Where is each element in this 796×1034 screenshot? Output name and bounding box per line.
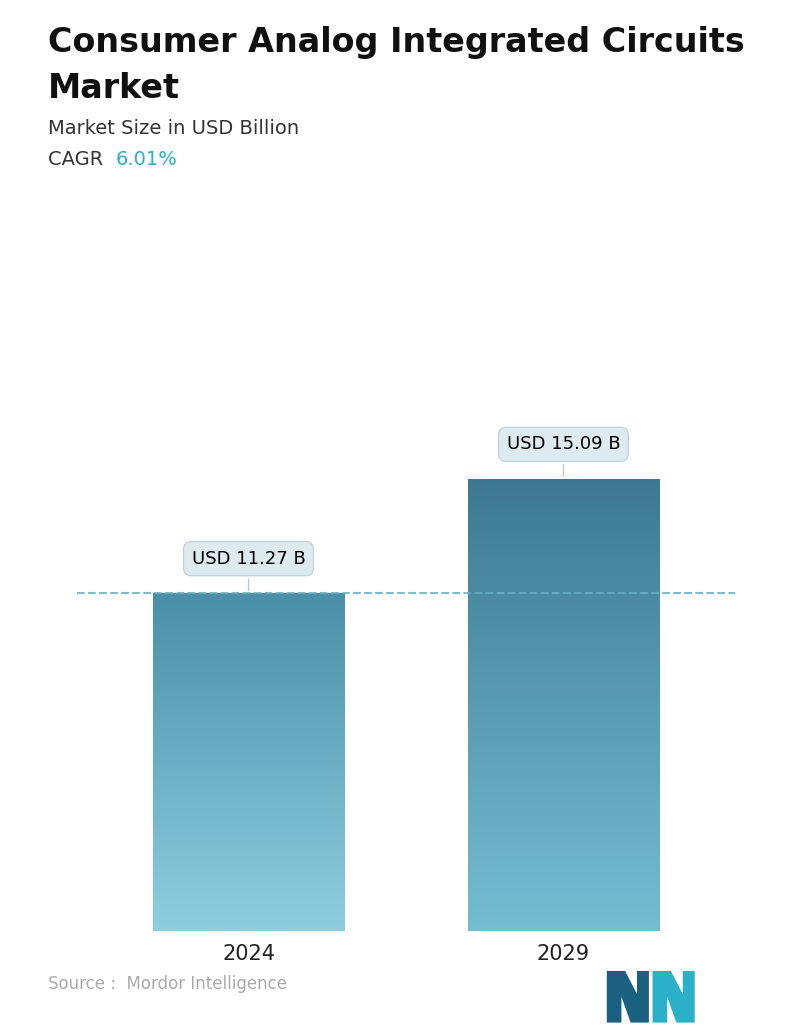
Text: Consumer Analog Integrated Circuits: Consumer Analog Integrated Circuits <box>48 26 744 59</box>
Text: CAGR: CAGR <box>48 150 115 169</box>
Polygon shape <box>607 971 649 1023</box>
Text: 6.01%: 6.01% <box>115 150 178 169</box>
Text: USD 15.09 B: USD 15.09 B <box>506 435 620 476</box>
Text: Source :  Mordor Intelligence: Source : Mordor Intelligence <box>48 975 287 993</box>
Polygon shape <box>653 971 695 1023</box>
Text: Market: Market <box>48 72 180 105</box>
Text: USD 11.27 B: USD 11.27 B <box>192 550 306 590</box>
Text: Market Size in USD Billion: Market Size in USD Billion <box>48 119 298 138</box>
